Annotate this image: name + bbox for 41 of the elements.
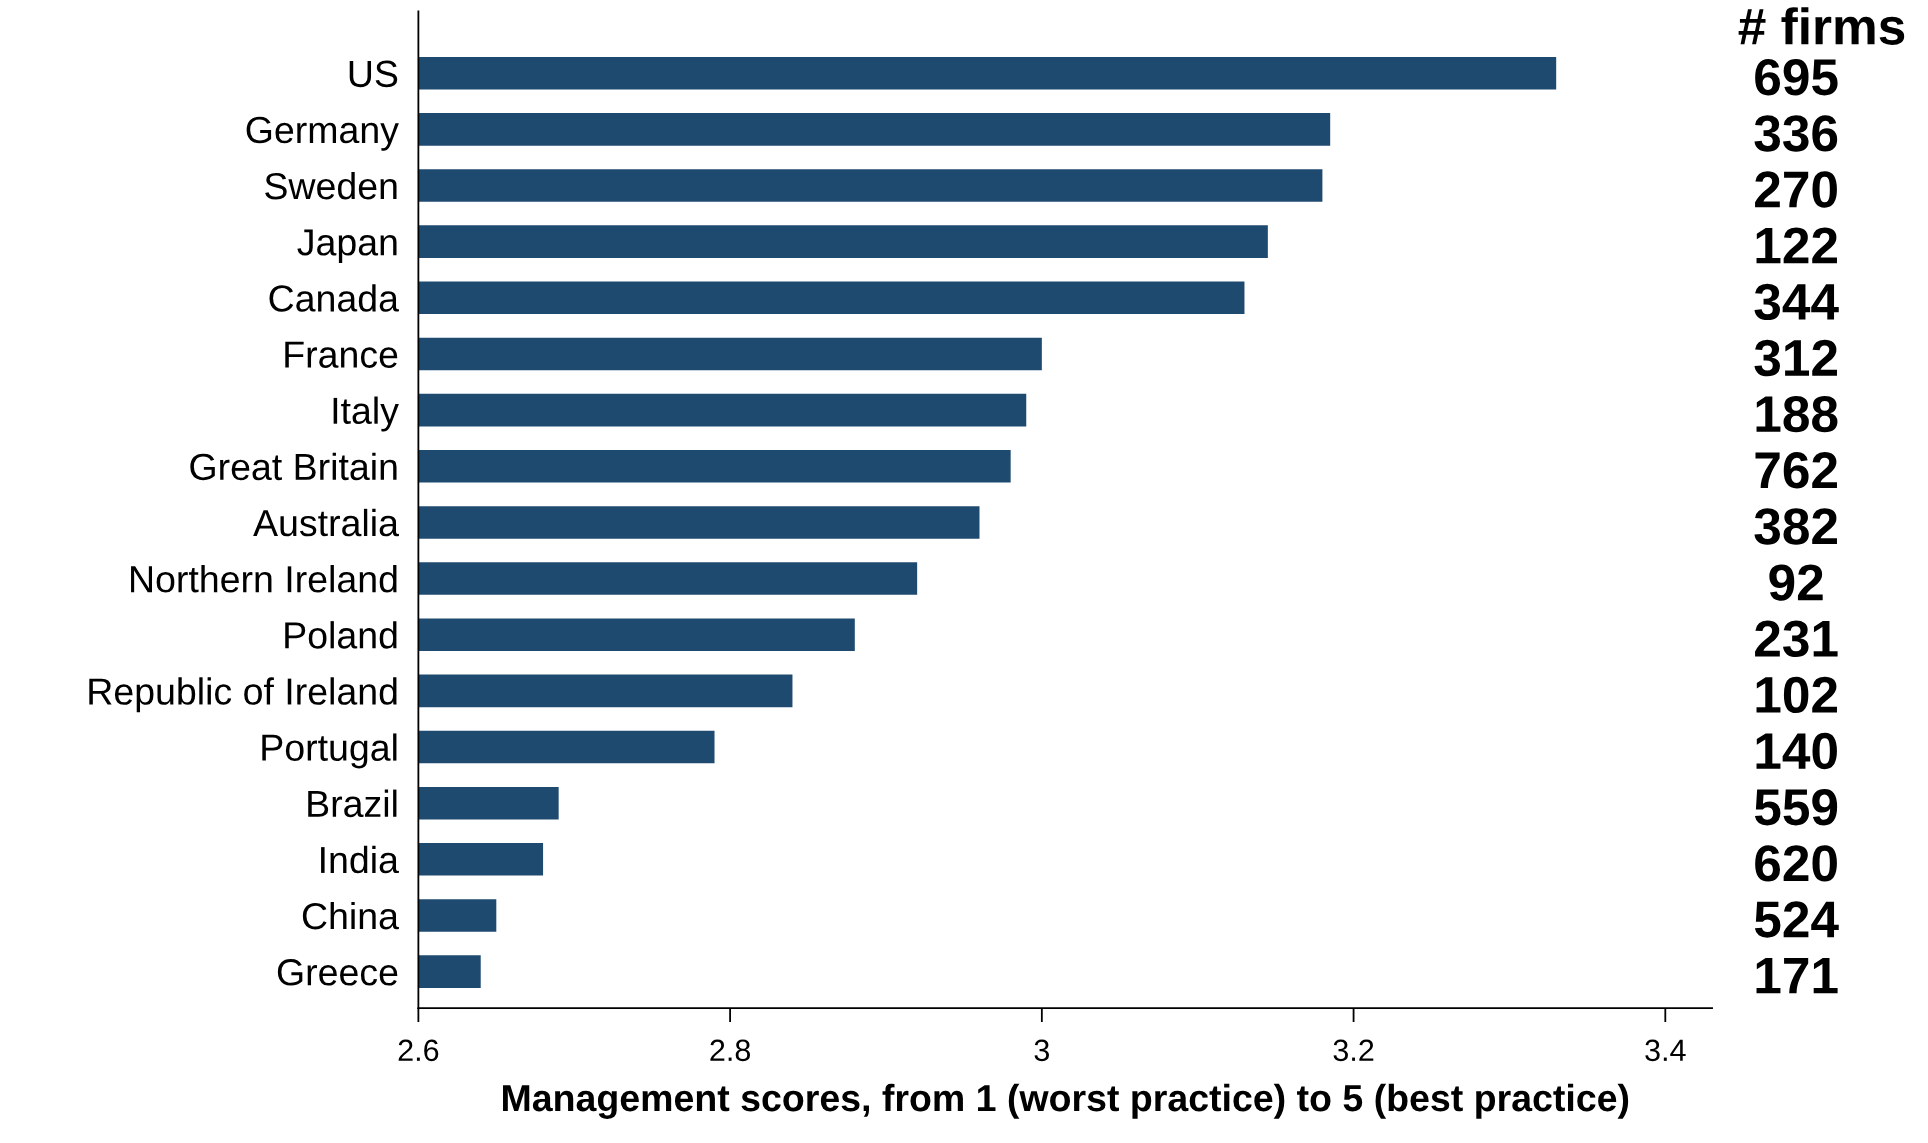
- x-tick-label: 2.8: [710, 1039, 751, 1062]
- y-tick-label: Sweden: [265, 171, 397, 200]
- x-tick-label: 3.4: [1645, 1039, 1686, 1062]
- y-tick-label: Brazil: [308, 789, 397, 818]
- text: # firms: [1738, 7, 1905, 45]
- y-tick-label: Portugal: [262, 733, 397, 769]
- text: 102: [1756, 676, 1837, 714]
- x-tick-label: 3: [1034, 1039, 1049, 1062]
- x-axis-title: Management scores, from 1 (worst practice) to 5 (best practice): [503, 1083, 1629, 1119]
- text: 559: [1754, 789, 1838, 826]
- y-tick-label: Northern Ireland: [131, 564, 397, 593]
- text: 171: [1756, 957, 1838, 994]
- y-tick-label: India: [321, 845, 399, 874]
- x-tick-label: 3.2: [1333, 1039, 1374, 1062]
- text: 382: [1754, 508, 1837, 545]
- text: 312: [1754, 339, 1837, 377]
- text: 620: [1755, 845, 1837, 882]
- text: 336: [1754, 115, 1838, 152]
- y-tick-label: Greece: [277, 959, 398, 986]
- text: 524: [1754, 901, 1839, 938]
- y-tick-label: US: [349, 60, 398, 88]
- y-tick-label: Germany: [246, 116, 399, 151]
- y-tick-label: Poland: [285, 621, 397, 649]
- y-tick-label: France: [285, 341, 398, 368]
- y-tick-label: Great Britain: [190, 452, 397, 481]
- text: 122: [1756, 227, 1837, 264]
- y-tick-label: Canada: [269, 284, 399, 312]
- y-tick-label: Japan: [297, 229, 397, 264]
- text: 92: [1769, 564, 1823, 601]
- y-tick-label: Republic of Ireland: [89, 677, 397, 713]
- text: 140: [1756, 732, 1837, 770]
- y-tick-label: China: [302, 901, 399, 930]
- y-tick-label: Australia: [253, 508, 399, 537]
- y-tick-label: Italy: [333, 396, 399, 432]
- text: 188: [1756, 395, 1838, 433]
- text: 762: [1755, 452, 1837, 489]
- text: 270: [1755, 171, 1837, 208]
- text: 231: [1755, 620, 1838, 658]
- text: 695: [1755, 59, 1838, 96]
- text: 344: [1754, 283, 1839, 321]
- x-tick-label: 2.6: [398, 1039, 439, 1062]
